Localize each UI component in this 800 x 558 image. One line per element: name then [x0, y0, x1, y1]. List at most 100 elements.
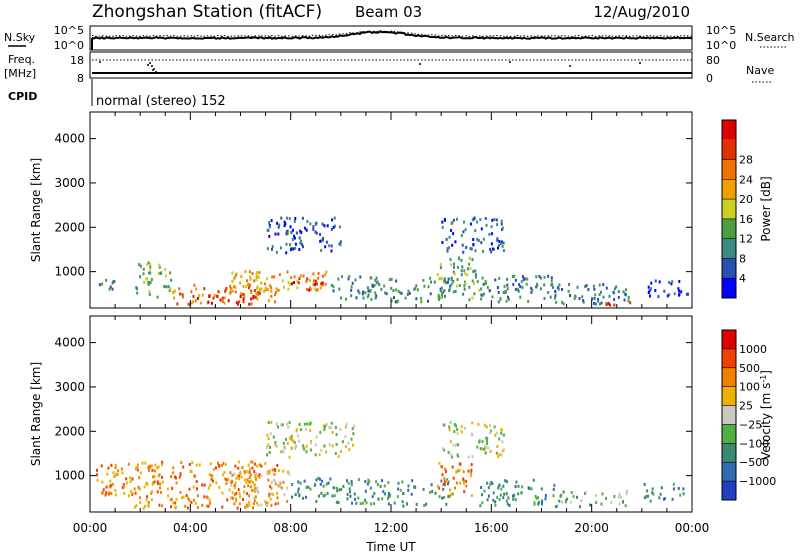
velocity-cell [317, 476, 320, 480]
velocity-cell [334, 452, 337, 455]
velocity-cell [558, 499, 561, 503]
velocity-cell [497, 455, 500, 458]
velocity-cell [161, 460, 164, 464]
power-cell [453, 272, 456, 276]
velocity-cell [498, 483, 501, 487]
power-cell [333, 224, 336, 228]
power-cell [243, 294, 246, 298]
velocity-cell [649, 499, 652, 503]
power-cell [474, 269, 477, 273]
velocity-cell [256, 489, 259, 493]
power-cell [473, 216, 476, 220]
power-cell [149, 263, 152, 266]
power-cell [406, 293, 409, 296]
power-cell [285, 242, 288, 246]
velocity-cell [501, 449, 504, 453]
velocity-cell [254, 489, 256, 493]
velocity-cell [344, 445, 347, 449]
noise-tick-high-left: 10^5 [54, 24, 84, 37]
power-cell [488, 232, 491, 236]
power-cell [145, 277, 148, 281]
velocity-cell [298, 493, 301, 497]
power-cell [293, 281, 295, 284]
power-cell [339, 243, 342, 247]
velocity-cell [252, 480, 254, 484]
power-cell [480, 227, 483, 231]
velocity-cell [342, 484, 345, 488]
power-cell [164, 274, 167, 278]
velocity-cell [502, 433, 505, 437]
velocity-cell [613, 495, 616, 498]
velocity-cell [238, 502, 241, 506]
velocity-cell [327, 481, 330, 485]
noise-sky-label: N.Sky [4, 31, 36, 44]
velocity-colorbar-swatch [722, 443, 736, 463]
power-cell [472, 270, 475, 273]
velocity-cell [462, 470, 465, 474]
power-cell [498, 240, 501, 243]
velocity-cell [222, 461, 225, 465]
power-cell [485, 223, 488, 227]
power-cell [602, 283, 605, 287]
velocity-cell [166, 487, 169, 491]
power-cell [271, 245, 274, 249]
power-cell [240, 275, 243, 278]
power-cell [355, 296, 358, 300]
power-cell [274, 293, 277, 297]
velocity-cell [455, 443, 457, 447]
velocity-cell [310, 439, 312, 443]
velocity-cell [247, 500, 250, 504]
velocity-cell [136, 468, 139, 472]
velocity-cell [223, 471, 226, 475]
power-cell [351, 281, 354, 285]
power-cell [505, 299, 508, 303]
power-cell [550, 276, 553, 280]
power-cell [518, 283, 521, 287]
velocity-cell [190, 470, 193, 473]
velocity-cell [198, 463, 201, 467]
velocity-cell [340, 450, 342, 453]
velocity-cell [208, 473, 211, 477]
power-cell [233, 285, 236, 289]
power-cell [300, 231, 303, 234]
velocity-cell [373, 492, 376, 495]
velocity-cell [171, 486, 174, 490]
velocity-cell [514, 498, 517, 502]
velocity-cell [252, 502, 255, 506]
velocity-cell [323, 444, 326, 448]
velocity-cell [222, 473, 225, 477]
power-cell [612, 291, 615, 295]
velocity-cell [237, 460, 240, 464]
velocity-cell [486, 498, 489, 502]
velocity-cell [314, 453, 317, 457]
velocity-cell [517, 492, 520, 496]
power-cell [322, 274, 324, 278]
power-cell [135, 286, 138, 290]
velocity-cell [332, 486, 335, 490]
power-cell [476, 280, 479, 284]
power-cell [493, 247, 495, 251]
velocity-cell [443, 480, 446, 484]
velocity-cell [257, 490, 260, 494]
velocity-cell [494, 503, 497, 507]
power-cell [321, 281, 324, 285]
power-cell [255, 273, 258, 277]
velocity-cell [323, 428, 326, 432]
velocity-cell [682, 492, 685, 496]
velocity-cell [305, 485, 308, 489]
nave-label: Nave [746, 64, 774, 77]
velocity-cell [663, 497, 666, 501]
power-cell [280, 216, 283, 220]
velocity-ytick-label: 1000 [54, 469, 85, 483]
power-cell [448, 235, 451, 239]
power-cell [250, 302, 253, 306]
velocity-cell [643, 496, 646, 500]
velocity-cell [195, 480, 198, 483]
power-cell [547, 274, 550, 278]
power-colorbar: 4 8 12 16 20 24 28 [721, 119, 753, 299]
velocity-cell [305, 495, 307, 499]
velocity-cell [234, 497, 237, 501]
power-cell [593, 296, 596, 300]
velocity-cell [113, 474, 116, 478]
power-cell [291, 282, 293, 286]
